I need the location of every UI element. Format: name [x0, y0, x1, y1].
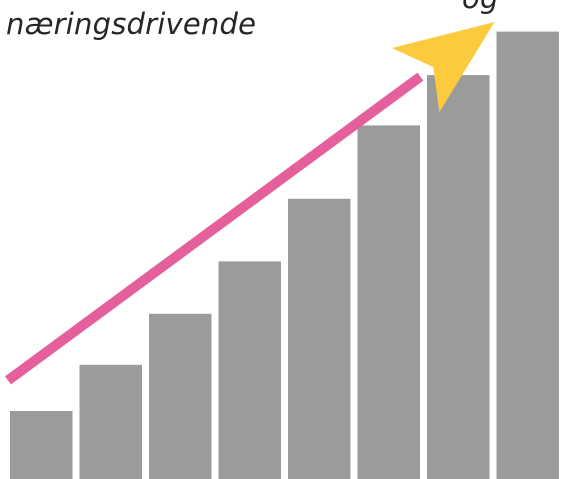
bar [288, 198, 351, 479]
bar [79, 364, 142, 479]
trend-arrow-shaft [5, 72, 424, 385]
bar [10, 411, 73, 479]
bars-group [10, 31, 559, 479]
bar [149, 313, 212, 479]
bar [357, 125, 420, 479]
bar [496, 31, 559, 479]
bar [218, 261, 281, 479]
caption-line-1: og [462, 0, 499, 13]
bar [427, 75, 490, 479]
trend-arrow-head [391, 22, 495, 113]
trend-arrow [5, 22, 495, 385]
caption-line-2: næringsdrivende [6, 7, 257, 41]
